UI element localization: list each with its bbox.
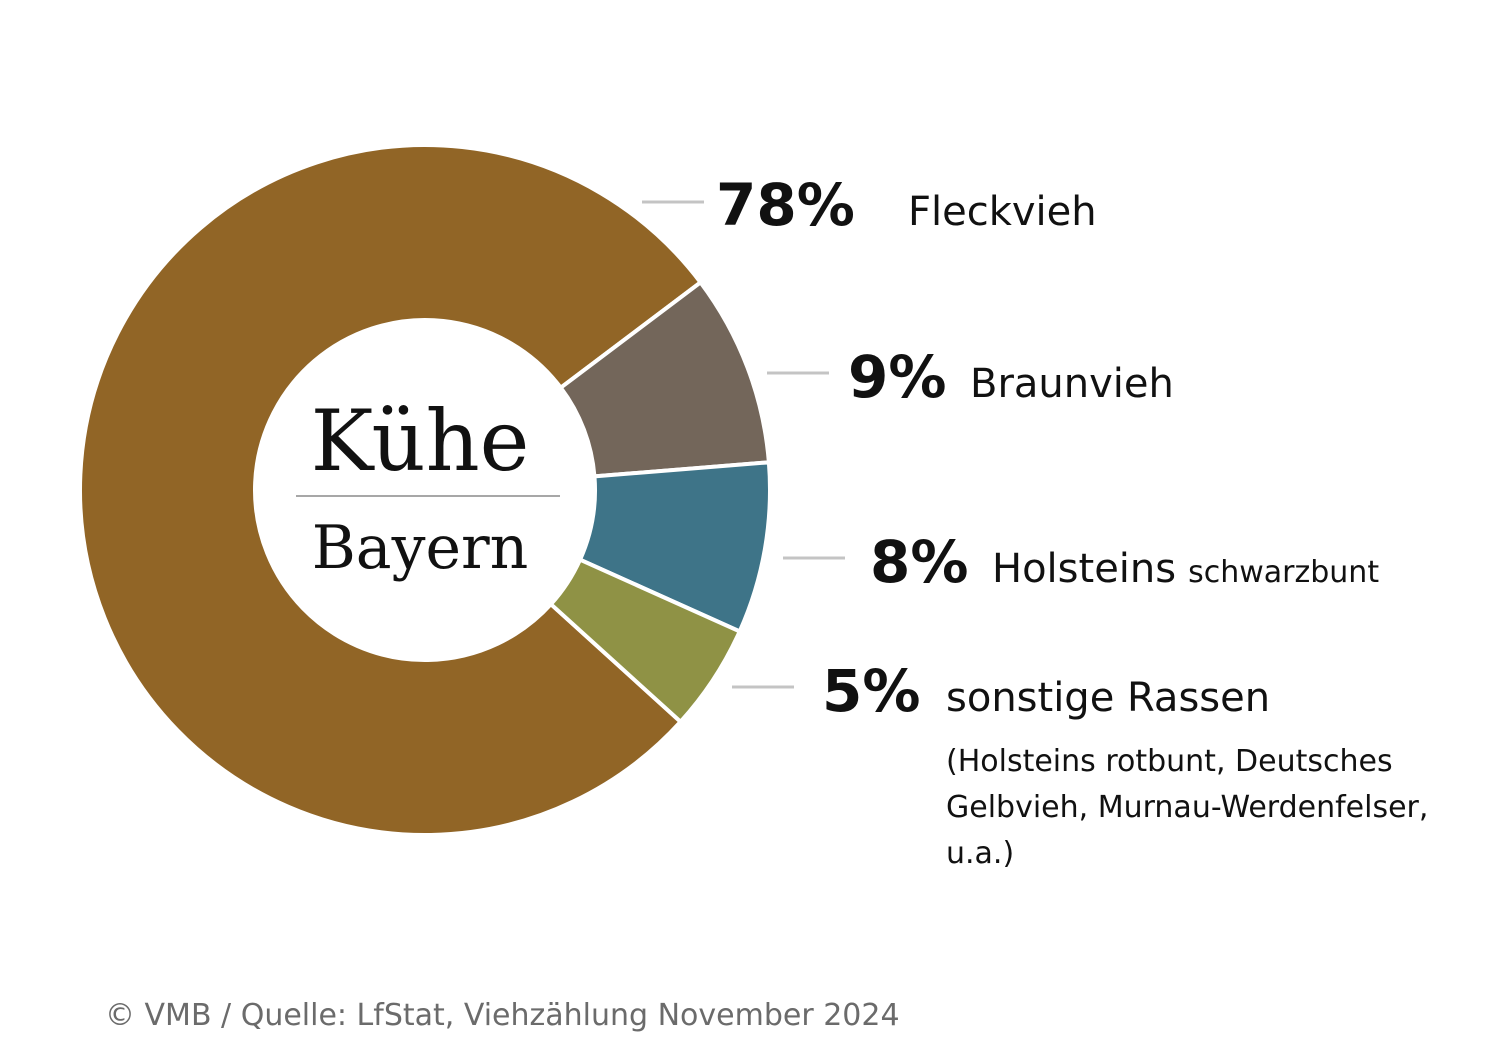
other-note-line-1: (Holsteins rotbunt, Deutsches [946,744,1393,779]
source-note: © VMB / Quelle: LfStat, Viehzählung Nove… [105,998,900,1033]
center-subtitle: Bayern [312,513,529,583]
slice-label-sonstige: sonstige Rassen [946,675,1270,721]
slice-percent-braunvieh: 9% [848,343,946,411]
slice-label-fleckvieh: Fleckvieh [908,189,1097,235]
slice-sonstige [548,557,743,725]
slice-label-holsteins: Holsteins schwarzbunt [992,546,1379,592]
chart-slices [78,143,772,837]
slice-fleckvieh [78,143,704,837]
slice-label-braunvieh: Braunvieh [970,361,1174,407]
slice-percent-sonstige: 5% [822,657,920,725]
other-note-line-2: Gelbvieh, Murnau-Werdenfelser, [946,790,1428,825]
other-note-line-3: u.a.) [946,836,1014,871]
slice-label-holsteins-main: Holsteins [992,546,1176,592]
slice-percent-holsteins: 8% [870,528,968,596]
center-title: Kühe [311,392,530,490]
slice-percent-fleckvieh: 78% [716,171,855,239]
slice-label-holsteins-suffix: schwarzbunt [1188,555,1379,590]
